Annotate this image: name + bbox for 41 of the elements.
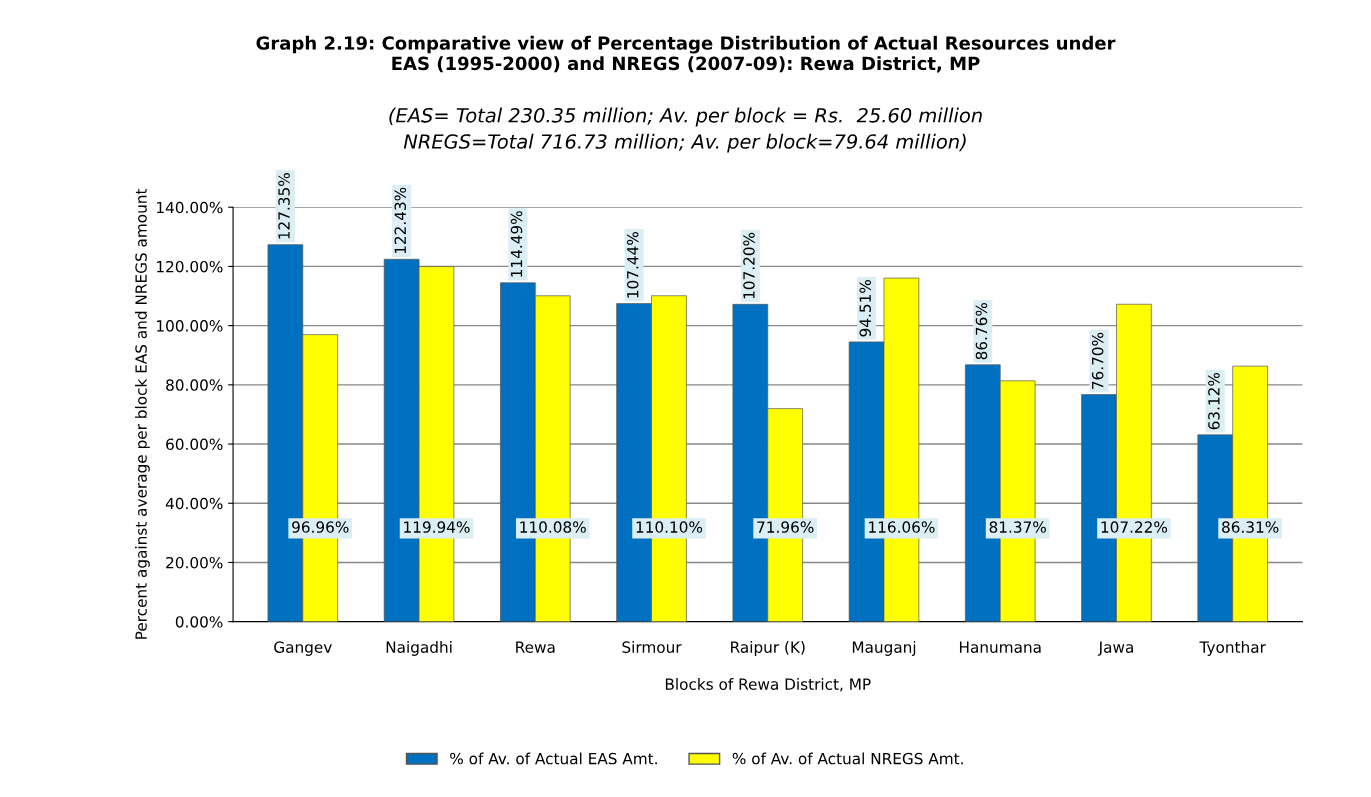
chart-subtitle: (EAS= Total 230.35 million; Av. per block = Rs. 25.60 million NREGS=Total 716.73 million; Av. per block=79.64 million) xyxy=(389,107,982,153)
data-label: 96.96% xyxy=(292,521,349,533)
y-tick-label: 60.00% xyxy=(166,438,223,451)
x-tick-label: Mauganj xyxy=(852,641,916,656)
legend-label: % of Av. of Actual EAS Amt. xyxy=(450,752,657,765)
data-label: 71.96% xyxy=(757,521,814,533)
y-axis-title: Percent against average per block EAS and NREGS amount xyxy=(135,188,150,639)
data-label: 94.51% xyxy=(859,280,871,337)
data-label: 122.43% xyxy=(394,187,407,254)
y-tick-label: 80.00% xyxy=(166,379,223,391)
y-tick-label: 20.00% xyxy=(166,556,223,569)
x-tick-label: Raipur (K) xyxy=(731,641,805,656)
data-label: 107.20% xyxy=(743,232,755,299)
x-axis-title: Blocks of Rewa District, MP xyxy=(665,678,871,692)
y-tick-label: 0.00% xyxy=(175,616,223,628)
data-label: 107.44% xyxy=(626,232,639,298)
data-label: 107.22% xyxy=(1101,521,1168,533)
x-tick-label: Sirmour xyxy=(622,641,682,653)
data-label: 110.08% xyxy=(520,521,586,533)
data-label: 76.70% xyxy=(1091,332,1104,389)
data-label: 86.76% xyxy=(975,302,988,360)
data-label: 127.35% xyxy=(278,173,290,239)
y-tick-label: 120.00% xyxy=(157,260,223,273)
y-tick-label: 40.00% xyxy=(165,497,223,510)
data-label: 110.10% xyxy=(636,521,703,533)
legend-label: % of Av. of Actual NREGS Amt. xyxy=(732,752,963,765)
y-tick-label: 140.00% xyxy=(157,201,223,214)
y-tick-label: 100.00% xyxy=(157,320,223,332)
data-label: 81.37% xyxy=(989,521,1046,533)
chart-title: Graph 2.19: Comparative view of Percentage Distribution of Actual Resources under EAS (1995-2000) and NREGS (2007-09): Rewa District, MP xyxy=(256,35,1116,73)
x-tick-label: Jawa xyxy=(1097,641,1133,656)
data-label: 119.94% xyxy=(404,521,470,533)
data-label: 63.12% xyxy=(1208,372,1220,430)
data-label: 86.31% xyxy=(1222,521,1279,533)
x-tick-label: Gangev xyxy=(274,641,332,656)
x-tick-label: Rewa xyxy=(516,641,555,653)
data-label: 116.06% xyxy=(869,521,935,533)
x-tick-label: Naigadhi xyxy=(386,641,452,656)
x-tick-label: Tyonthar xyxy=(1199,641,1266,656)
x-tick-label: Hanumana xyxy=(959,641,1041,653)
data-label: 114.49% xyxy=(510,211,523,277)
